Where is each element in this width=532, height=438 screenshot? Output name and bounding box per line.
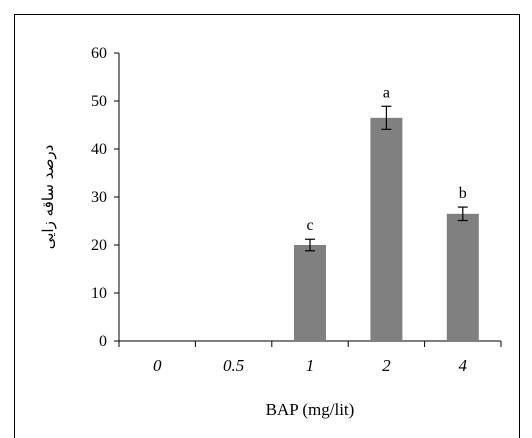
y-axis: 0 10 20 30 40 50 60 — [91, 45, 120, 350]
y-axis-label: درصد ساقه زایی — [39, 145, 57, 250]
bar — [446, 213, 479, 341]
x-tick-label: 4 — [459, 356, 468, 375]
y-tick-label: 40 — [91, 141, 107, 158]
error-bars — [305, 105, 468, 252]
x-tick-label: 0 — [153, 356, 162, 375]
y-tick-label: 30 — [91, 189, 107, 206]
bar — [294, 245, 326, 341]
x-axis: 0 0.5 1 2 4 — [118, 340, 502, 375]
x-tick-label: 0.5 — [223, 356, 244, 375]
significance-letter: a — [383, 84, 390, 101]
x-tick-label: 1 — [306, 356, 315, 375]
bar-chart: 0 10 20 30 40 50 60 0 0.5 1 2 4 c a b BAP (mg/lit) د… — [39, 45, 502, 419]
y-tick-label: 50 — [91, 93, 107, 110]
chart-frame: 0 10 20 30 40 50 60 0 0.5 1 2 4 c a b BAP (mg/lit) د… — [14, 14, 520, 438]
bar — [370, 117, 403, 341]
x-tick-label: 2 — [382, 356, 391, 375]
significance-letters: c a b — [306, 84, 466, 234]
y-tick-label: 20 — [91, 237, 107, 254]
y-tick-label: 0 — [99, 333, 107, 350]
significance-letter: b — [459, 185, 467, 202]
bars — [294, 117, 479, 341]
y-tick-label: 60 — [91, 45, 107, 62]
y-tick-label: 10 — [91, 285, 107, 302]
x-axis-label: BAP (mg/lit) — [266, 400, 355, 419]
significance-letter: c — [306, 217, 313, 234]
